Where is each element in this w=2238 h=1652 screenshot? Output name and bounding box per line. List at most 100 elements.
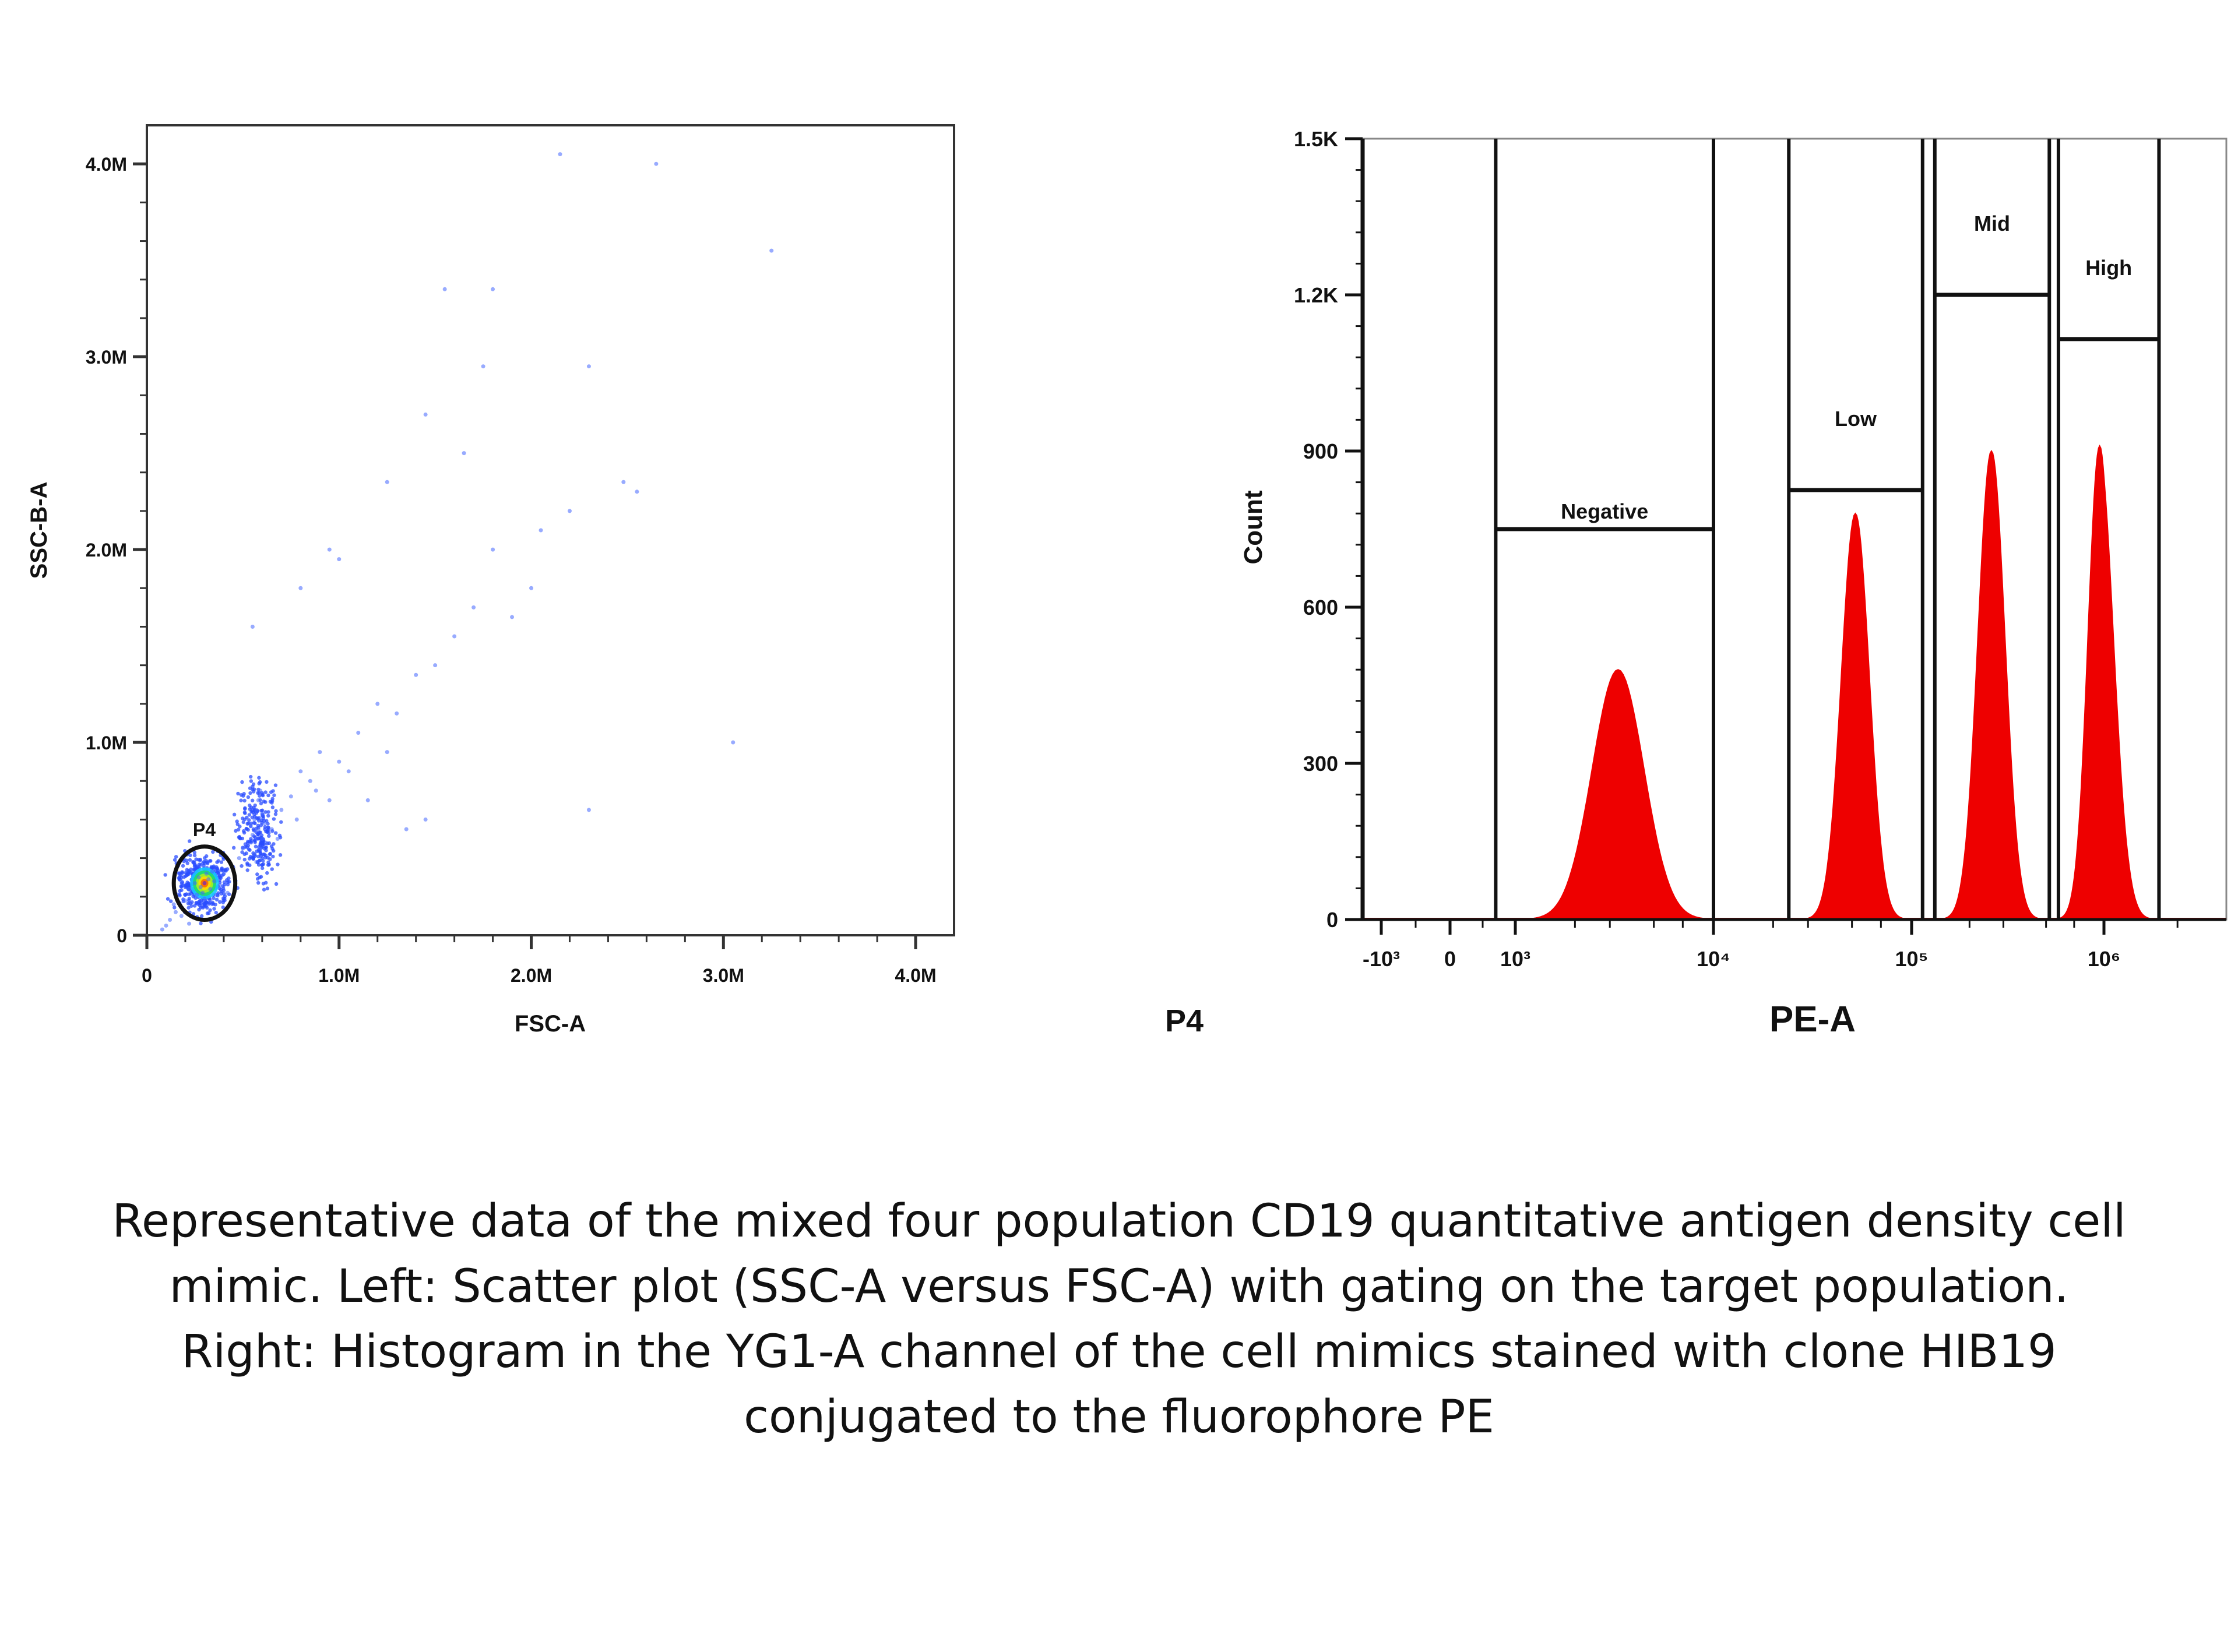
scatter-point: [190, 900, 194, 904]
scatter-point: [308, 779, 312, 783]
population-label: P4: [1165, 1003, 1204, 1038]
scatter-point: [236, 791, 240, 796]
scatter-point: [198, 904, 202, 908]
scatter-point: [265, 886, 270, 890]
scatter-point: [252, 817, 257, 822]
scatter-point: [257, 830, 262, 834]
scatter-point: [243, 807, 247, 811]
figure: 0 1.0M 2.0M 3.0M 4.0M 0 1.0M 2.0M 3.0M 4.0M P4 FS…: [26, 124, 2228, 1040]
scatter-point: [452, 634, 457, 639]
scatter-point: [266, 810, 270, 814]
scatter-point: [238, 825, 242, 829]
scatter-point: [270, 805, 275, 809]
scatter-point: [226, 890, 230, 895]
scatter-point: [491, 547, 495, 552]
scatter-point: [204, 871, 209, 876]
scatter-point: [288, 794, 293, 799]
scatter-point: [240, 864, 244, 868]
scatter-point: [245, 827, 249, 831]
scatter-point: [256, 798, 261, 802]
y-tick-label: 0: [117, 925, 127, 946]
scatter-point: [198, 857, 202, 862]
scatter-point: [471, 605, 476, 610]
x-tick-label: 10⁴: [1697, 947, 1730, 971]
scatter-point: [184, 874, 188, 878]
scatter-point: [202, 881, 207, 886]
histogram: Negative Low Mid High 0 300 600 900 1.2K 1.5K -10…: [1165, 127, 2228, 1040]
scatter-point: [240, 780, 244, 784]
scatter-point: [223, 868, 227, 872]
scatter-point: [404, 827, 409, 832]
gate-label: Mid: [1974, 212, 2010, 235]
scatter-point: [337, 759, 342, 764]
scatter-point: [275, 837, 280, 841]
scatter-point: [245, 868, 249, 872]
scatter-point: [278, 853, 283, 857]
scatter-point: [250, 798, 255, 802]
scatter-point: [266, 860, 270, 865]
scatter-point: [177, 871, 181, 875]
scatter-point: [635, 489, 639, 494]
scatter-point: [266, 813, 270, 818]
scatter-point: [193, 896, 198, 900]
scatter-point: [259, 801, 263, 806]
scatter-point: [442, 287, 447, 291]
scatter-point: [261, 882, 266, 886]
scatter-point: [195, 893, 199, 897]
y-tick-label: 4.0M: [86, 154, 127, 175]
scatter-point: [269, 827, 274, 832]
gate-label: High: [2085, 256, 2132, 280]
y-tick-label: 2.0M: [86, 540, 127, 561]
scatter-point: [206, 877, 211, 882]
scatter-point: [200, 890, 205, 895]
scatter-point: [226, 882, 230, 887]
caption-line: Right: Histogram in the YG1-A channel of…: [181, 1326, 2057, 1378]
scatter-point: [270, 867, 274, 871]
scatter-point: [261, 858, 265, 863]
scatter-point: [279, 808, 284, 812]
scatter-point: [189, 904, 193, 908]
p4-gate: [171, 844, 238, 922]
scatter-point: [263, 827, 267, 832]
scatter-point: [212, 907, 216, 911]
scatter-point: [210, 900, 214, 904]
scatter-point: [184, 892, 189, 896]
scatter-point: [211, 850, 215, 854]
scatter-point: [274, 882, 279, 886]
scatter-point: [245, 841, 250, 845]
scatter-point: [266, 825, 270, 830]
x-tick-label: 3.0M: [703, 965, 744, 986]
scatter-point: [207, 911, 211, 915]
scatter-point: [769, 248, 774, 253]
scatter-point: [223, 898, 227, 903]
scatter-point: [264, 846, 268, 850]
scatter-point: [207, 900, 212, 905]
figure-caption: Representative data of the mixed four po…: [70, 1189, 2168, 1450]
scatter-point: [192, 850, 197, 855]
scatter-point: [256, 819, 261, 823]
scatter-point: [395, 711, 399, 716]
scatter-point: [265, 780, 269, 784]
scatter-point: [245, 861, 249, 865]
histogram-peak: [1514, 669, 1722, 920]
scatter-point: [258, 794, 262, 798]
scatter-point: [356, 731, 361, 735]
scatter-point: [245, 815, 249, 820]
scatter-point: [654, 161, 659, 166]
p4-gate-label: P4: [193, 819, 216, 840]
y-tick-label: 1.5K: [1294, 127, 1338, 151]
scatter-point: [254, 860, 259, 864]
scatter-point: [279, 820, 283, 824]
scatter-point: [196, 875, 201, 880]
scatter-point: [264, 848, 268, 853]
scatter-point: [266, 793, 270, 798]
scatter-point: [254, 844, 258, 848]
scatter-point: [298, 769, 303, 774]
caption-line: conjugated to the fluorophore PE: [744, 1391, 1494, 1443]
scatter-point: [262, 799, 266, 804]
scatter-point: [178, 889, 182, 893]
gate-label: Low: [1835, 407, 1877, 431]
scatter-point: [197, 907, 201, 912]
scatter-point: [241, 846, 245, 851]
scatter-point: [251, 782, 256, 786]
